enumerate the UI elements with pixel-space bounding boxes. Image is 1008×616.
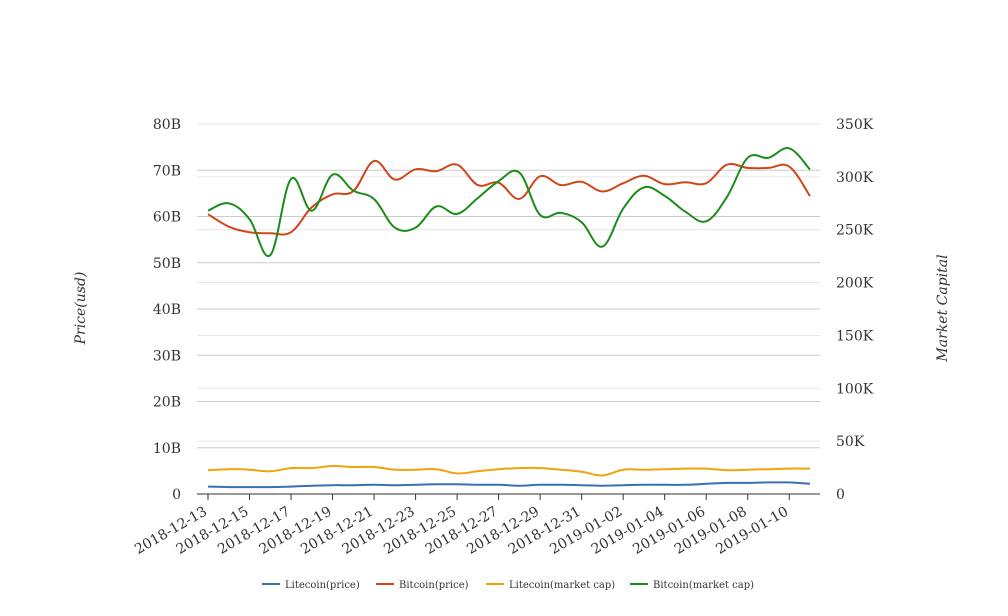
left-tick-label: 70B bbox=[153, 163, 181, 179]
left-tick-label: 20B bbox=[153, 395, 181, 411]
left-tick-label: 30B bbox=[153, 348, 181, 364]
right-tick-label: 100K bbox=[836, 381, 874, 397]
left-tick-label: 60B bbox=[153, 210, 181, 226]
right-tick-label: 200K bbox=[836, 276, 874, 292]
gridlines bbox=[197, 123, 820, 495]
right-tick-label: 0 bbox=[836, 487, 845, 503]
legend-item-bitcoin-market-cap[interactable]: Bitcoin(market cap) bbox=[630, 580, 754, 591]
legend[interactable]: Litecoin(price) Bitcoin(price) Litecoin(ma… bbox=[262, 580, 754, 591]
series-lines bbox=[207, 147, 811, 489]
right-tick-label: 250K bbox=[836, 223, 874, 239]
right-tick-label: 350K bbox=[836, 117, 874, 133]
legend-label: Litecoin(price) bbox=[285, 580, 360, 591]
right-axis-title: Market Capital bbox=[935, 254, 951, 362]
legend-label: Bitcoin(market cap) bbox=[653, 580, 754, 591]
right-tick-label: 150K bbox=[836, 328, 874, 344]
legend-item-litecoin-price[interactable]: Litecoin(price) bbox=[262, 580, 360, 591]
left-tick-label: 80B bbox=[153, 117, 181, 133]
right-axis-ticks: 0 50K 100K 150K 200K 250K 300K 350K bbox=[836, 117, 874, 503]
x-axis-ticks: 2018-12-132018-12-152018-12-172018-12-19… bbox=[132, 494, 791, 558]
left-tick-label: 50B bbox=[153, 256, 181, 272]
right-tick-label: 300K bbox=[836, 170, 874, 186]
left-axis-title: Price(usd) bbox=[73, 272, 89, 346]
series-line-litecoin-price bbox=[207, 481, 811, 489]
legend-item-bitcoin-price[interactable]: Bitcoin(price) bbox=[376, 580, 469, 591]
legend-label: Litecoin(market cap) bbox=[509, 580, 615, 591]
left-tick-label: 10B bbox=[153, 441, 181, 457]
series-line-bitcoin-market-cap bbox=[207, 147, 811, 258]
legend-item-litecoin-market-cap[interactable]: Litecoin(market cap) bbox=[486, 580, 615, 591]
left-axis-ticks: 0 10B 20B 30B 40B 50B 60B 70B 80B bbox=[153, 117, 181, 503]
legend-label: Bitcoin(price) bbox=[399, 580, 469, 591]
left-tick-label: 0 bbox=[172, 487, 181, 503]
left-tick-label: 40B bbox=[153, 302, 181, 318]
series-line-litecoin-market-cap bbox=[207, 464, 811, 477]
right-tick-label: 50K bbox=[836, 434, 865, 450]
